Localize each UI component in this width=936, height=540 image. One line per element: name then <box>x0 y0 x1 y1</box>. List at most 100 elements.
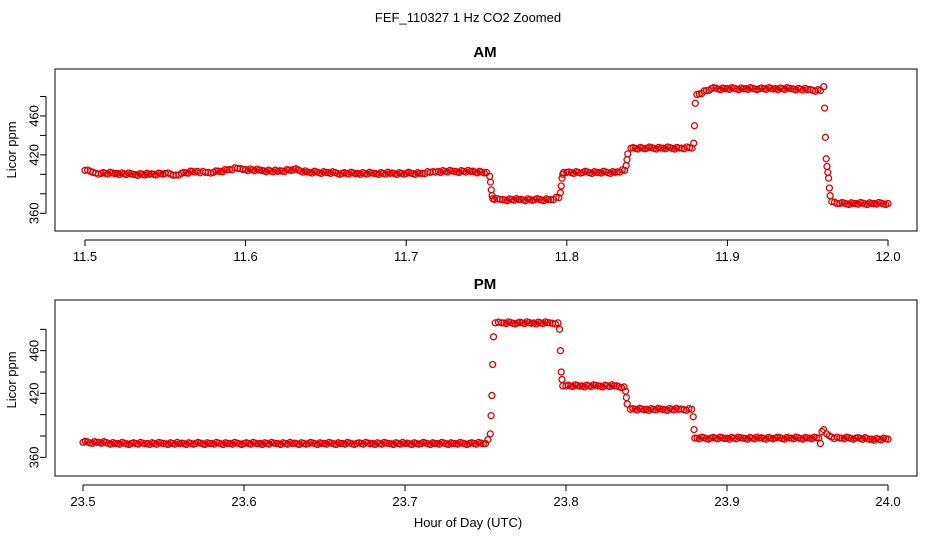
pm-data-point <box>489 333 498 341</box>
am-data-point <box>239 165 247 174</box>
am-x-axis: 11.5 11.6 11.7 11.8 11.9 12.0 <box>73 239 901 264</box>
am-data-point <box>623 156 631 164</box>
am-data-point <box>552 193 560 201</box>
am-data-point <box>690 139 698 147</box>
pm-data-point <box>449 439 457 448</box>
pm-y-axis: 360 420 460 <box>26 328 47 468</box>
am-data-point <box>826 192 834 200</box>
pm-data-point <box>675 405 683 413</box>
am-data-point <box>416 169 424 178</box>
am-panel-title: AM <box>473 44 496 61</box>
pm-data-point <box>555 325 564 333</box>
am-data-point <box>820 104 829 112</box>
am-data-point <box>824 174 833 182</box>
figure-x-axis-label: Hour of Day (UTC) <box>414 515 522 530</box>
pm-data-point <box>691 434 699 442</box>
pm-data-point <box>487 412 495 420</box>
am-data-point <box>823 162 831 171</box>
pm-data-point <box>803 434 812 442</box>
am-data-point <box>688 144 696 152</box>
am-y-tick-label: 360 <box>26 202 41 224</box>
am-x-tick-label: 11.6 <box>233 249 257 264</box>
pm-data-point <box>486 430 494 438</box>
pm-data-point <box>93 438 101 447</box>
am-data-point <box>592 168 601 177</box>
am-x-tick-label: 11.8 <box>555 249 579 264</box>
figure-title: FEF_110327 1 Hz CO2 Zoomed <box>375 10 561 25</box>
am-data-point <box>556 189 565 197</box>
pm-data-point <box>111 439 119 448</box>
pm-data-point <box>836 434 844 442</box>
pm-y-tick-label: 360 <box>26 446 41 468</box>
am-data-point <box>557 182 565 190</box>
am-data-point <box>721 85 729 93</box>
pm-data-point <box>488 391 496 400</box>
pm-data-point <box>884 435 892 443</box>
am-data-point <box>486 178 495 186</box>
am-data-point <box>833 199 841 208</box>
am-data-point <box>825 184 834 192</box>
am-y-tick-label: 420 <box>26 144 41 166</box>
pm-data-point <box>622 393 631 402</box>
pm-data-point <box>554 319 562 327</box>
pm-data-point <box>623 400 631 408</box>
am-data-point <box>496 195 504 203</box>
pm-x-tick-label: 23.6 <box>231 494 256 509</box>
pm-data-point <box>687 405 696 413</box>
am-data-point <box>624 150 632 158</box>
am-data-point <box>884 199 892 208</box>
pm-x-tick-label: 23.7 <box>392 494 417 509</box>
am-data-point <box>657 144 665 152</box>
pm-data-point <box>205 439 214 448</box>
pm-y-axis-label: Licor ppm <box>4 351 19 408</box>
pm-data-point <box>620 383 628 391</box>
am-panel: AM Licor ppm 11.5 11.6 11.7 11.8 11.9 12.0 36… <box>4 44 918 264</box>
am-data-point <box>486 172 494 180</box>
am-data-point <box>804 86 812 94</box>
pm-plot-frame <box>54 299 918 477</box>
am-data-point <box>820 83 828 91</box>
pm-panel-title: PM <box>474 276 497 293</box>
pm-y-tick-label: 420 <box>26 382 41 404</box>
am-data-point <box>691 99 699 107</box>
pm-data-point <box>690 425 698 434</box>
pm-x-axis: 23.5 23.6 23.7 23.8 23.9 24.0 <box>70 484 901 509</box>
pm-data-point <box>484 436 492 444</box>
pm-data-point <box>558 375 566 384</box>
pm-data-point <box>224 439 232 448</box>
pm-data-point <box>497 319 506 327</box>
pm-data-points <box>79 318 892 449</box>
pm-data-point <box>318 439 326 448</box>
am-plot-frame <box>54 68 918 232</box>
pm-data-point <box>785 434 793 442</box>
pm-data-point <box>336 439 345 448</box>
am-x-tick-label: 11.7 <box>394 249 418 264</box>
am-y-axis-label: Licor ppm <box>4 121 19 178</box>
am-data-point <box>487 186 495 194</box>
am-data-point <box>824 168 832 177</box>
am-x-tick-label: 12.0 <box>875 249 900 264</box>
pm-x-tick-label: 23.5 <box>70 494 95 509</box>
am-data-point <box>322 168 330 177</box>
am-x-tick-label: 11.9 <box>715 249 739 264</box>
am-data-point <box>429 168 437 176</box>
pm-x-tick-label: 23.9 <box>714 494 739 509</box>
pm-x-tick-label: 24.0 <box>875 494 900 509</box>
pm-data-point <box>816 439 825 448</box>
am-data-point <box>822 155 830 163</box>
pm-data-point <box>610 382 618 390</box>
am-data-point <box>555 194 563 202</box>
pm-data-point <box>489 360 497 369</box>
pm-data-point <box>689 413 697 421</box>
am-y-tick-label: 460 <box>26 105 41 127</box>
am-data-point <box>544 195 553 204</box>
pm-panel: PM Licor ppm 23.5 23.6 23.7 23.8 23.9 24.0 36… <box>4 276 918 509</box>
am-data-point <box>675 144 683 152</box>
am-data-point <box>685 144 694 152</box>
am-y-axis: 360 420 460 <box>26 95 47 224</box>
am-data-point <box>821 133 830 141</box>
pm-data-point <box>431 439 439 448</box>
am-data-point <box>690 122 699 130</box>
pm-data-point <box>556 347 565 355</box>
